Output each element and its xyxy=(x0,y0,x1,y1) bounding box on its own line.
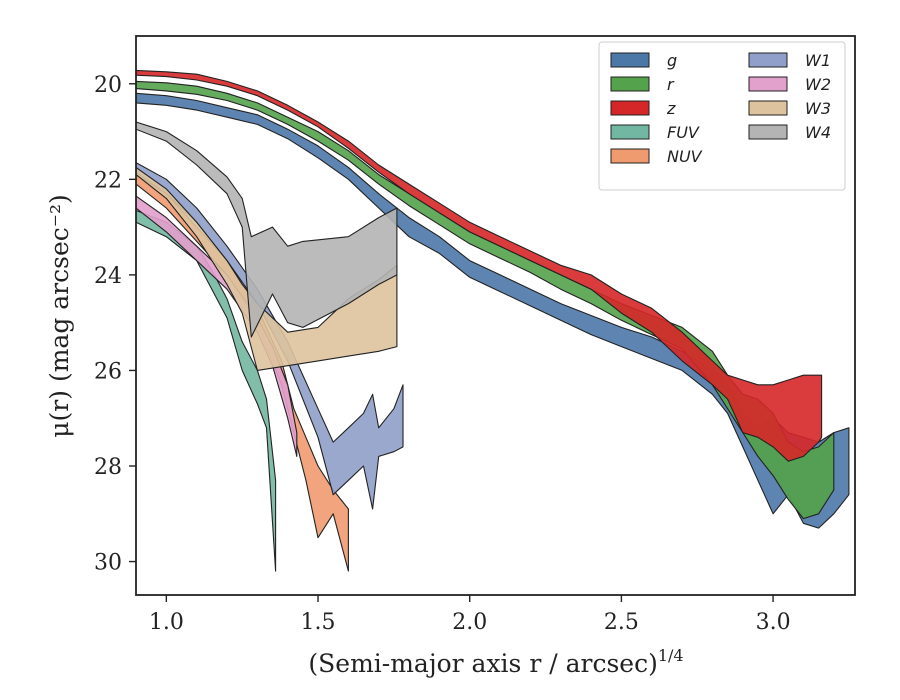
legend-label-z: z xyxy=(666,99,676,118)
x-tick-label: 3.0 xyxy=(756,610,791,635)
y-tick-label: 30 xyxy=(94,551,122,576)
plot-frame xyxy=(135,35,856,596)
y-axis-label: μ(r) (mag arcsec⁻²) xyxy=(45,194,74,437)
y-tick-label: 20 xyxy=(94,73,122,98)
x-tick-label: 2.5 xyxy=(604,610,639,635)
legend-label-r: r xyxy=(667,75,675,94)
legend-label-w2: W2 xyxy=(805,75,831,94)
band-g xyxy=(136,92,850,529)
y-tick-label: 22 xyxy=(94,168,122,193)
band-w4 xyxy=(136,121,398,338)
legend-label-w4: W4 xyxy=(805,123,831,142)
bands-group xyxy=(136,69,850,572)
legend-swatch-w3 xyxy=(748,100,788,116)
y-tick-label: 24 xyxy=(94,264,122,289)
legend-swatch-nuv xyxy=(610,148,650,164)
x-tick-label: 1.0 xyxy=(149,610,184,635)
y-axis: 20 22 24 26 28 30 xyxy=(94,73,136,576)
x-axis-label-text: (Semi-major axis r / arcsec) xyxy=(308,649,657,678)
legend-swatch-w2 xyxy=(748,76,788,92)
x-axis: 1.0 1.5 2.0 2.5 3.0 xyxy=(149,595,791,635)
legend-label-w3: W3 xyxy=(805,99,831,118)
legend-label-fuv: FUV xyxy=(667,123,700,142)
legend-swatch-w4 xyxy=(748,124,788,140)
legend: grz FUV NUV W1 W2 W3 W4 xyxy=(598,41,846,191)
legend-label-g: g xyxy=(667,51,677,70)
y-tick-label: 26 xyxy=(94,359,122,384)
legend-swatch-w1 xyxy=(748,52,788,68)
x-axis-label: (Semi-major axis r / arcsec)1/4 xyxy=(308,646,683,678)
x-tick-label: 2.0 xyxy=(452,610,487,635)
x-axis-label-exponent: 1/4 xyxy=(658,646,684,665)
legend-swatch-fuv xyxy=(610,124,650,140)
legend-label-w1: W1 xyxy=(805,51,831,70)
legend-swatch-g xyxy=(610,52,650,68)
y-tick-label: 28 xyxy=(94,455,122,480)
x-tick-label: 1.5 xyxy=(301,610,336,635)
legend-swatch-r xyxy=(610,76,650,92)
band-z xyxy=(136,69,823,462)
legend-label-nuv: NUV xyxy=(667,147,703,166)
legend-swatch-z xyxy=(610,100,650,116)
band-w3 xyxy=(136,166,398,371)
